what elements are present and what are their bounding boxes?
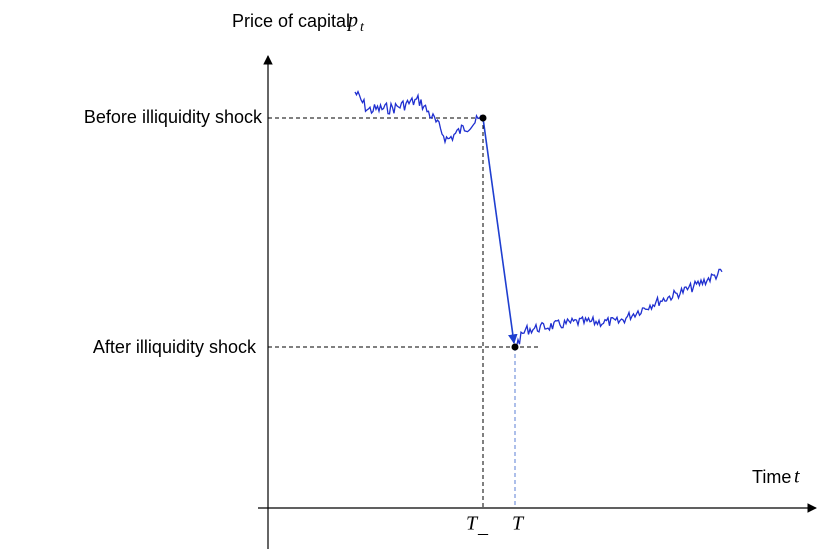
time-mark: T [466,513,479,535]
after-point [511,343,519,351]
y-axis-subscript: t [360,20,365,35]
time-mark: T [512,513,525,535]
shock-arrow [482,117,518,344]
post-shock-path [514,268,723,350]
level-label: Before illiquidity shock [84,107,263,127]
x-axis-label: Time [752,467,791,487]
x-axis-symbol: t [794,466,800,488]
level-label: After illiquidity shock [93,337,257,357]
y-axis-label: Price of capital [232,11,350,31]
time-mark-subscript: _ [477,516,489,538]
pre-shock-path [354,89,483,145]
y-axis-symbol: p [346,10,358,32]
before-point [479,114,487,122]
